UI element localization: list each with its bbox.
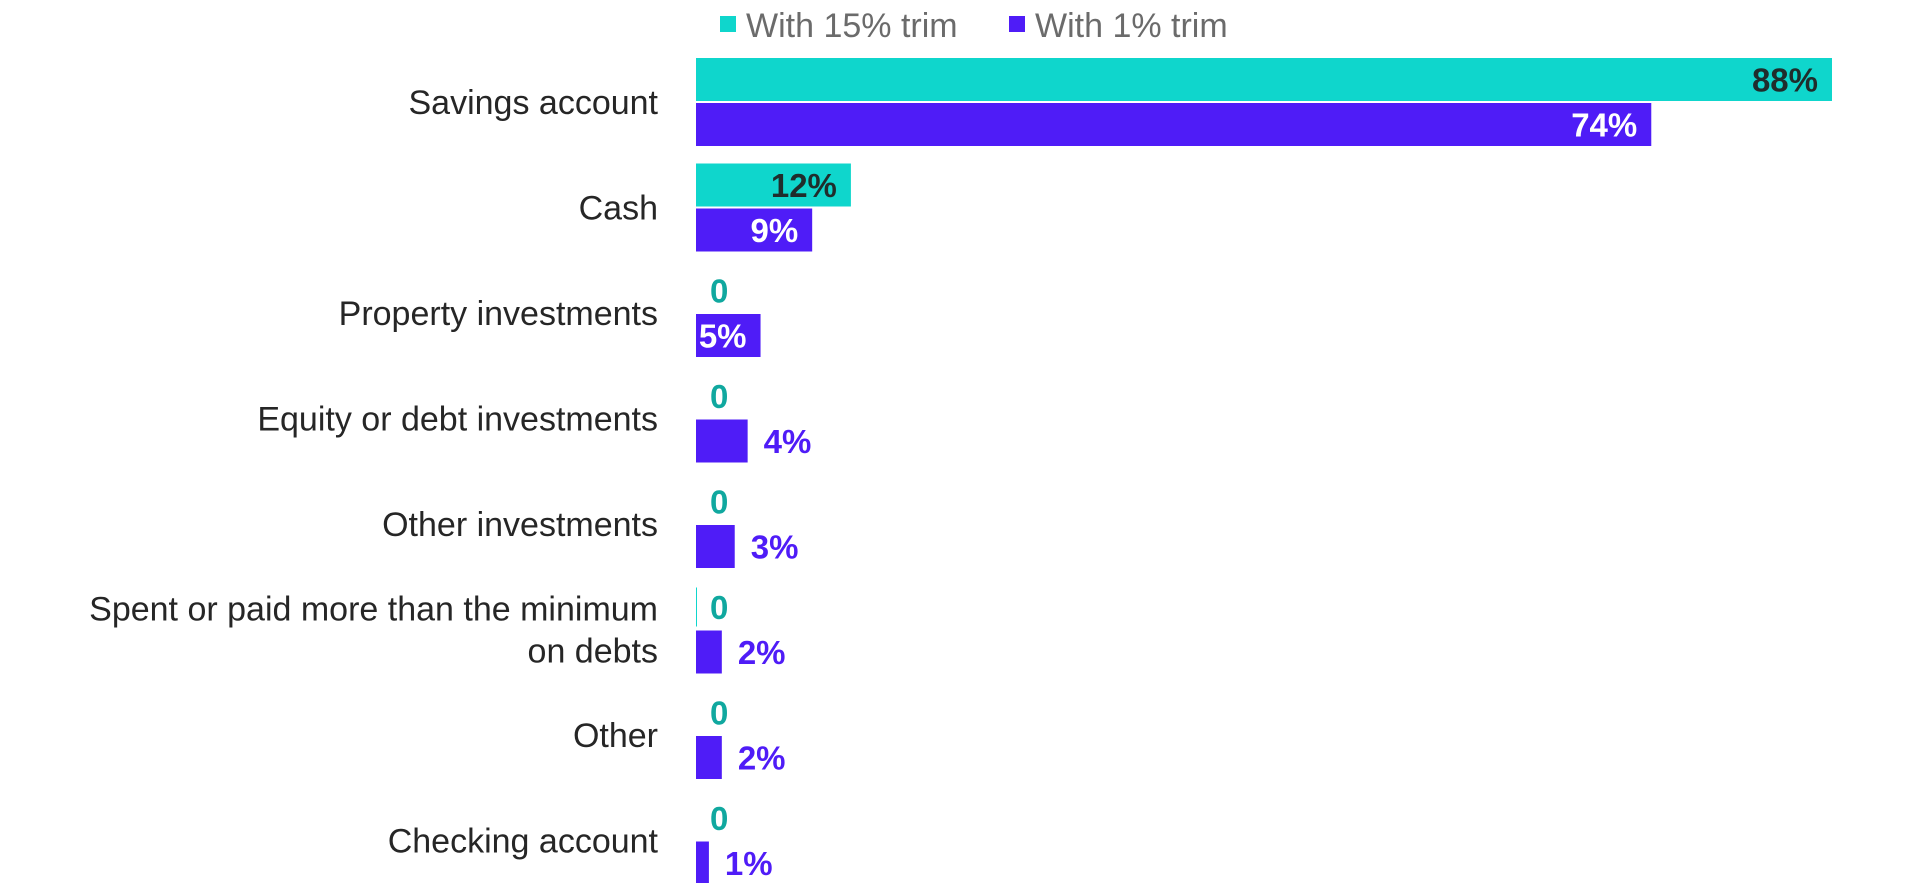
chart-legend: With 15% trim With 1% trim	[720, 7, 1228, 45]
value-label: 2%	[738, 740, 786, 777]
value-label: 0	[710, 484, 728, 521]
value-label: 88%	[1752, 62, 1818, 99]
bar-trim15	[696, 163, 851, 207]
bar-trim1	[696, 314, 761, 357]
value-label: 3%	[751, 529, 799, 566]
value-label: 0	[710, 273, 728, 310]
bar-trim1	[696, 103, 1652, 146]
legend-label-0: With 15% trim	[746, 7, 958, 45]
bars	[696, 58, 1832, 883]
legend-swatch-1	[1009, 16, 1025, 32]
bar-trim1	[696, 630, 722, 674]
legend-swatch-0	[720, 16, 736, 32]
value-label: 5%	[699, 318, 747, 355]
category-label: Spent or paid more than the minimum	[89, 591, 658, 629]
bar-trim15	[696, 58, 1832, 101]
value-label: 0	[710, 378, 728, 415]
value-label: 4%	[764, 423, 812, 460]
value-label: 0	[710, 589, 728, 626]
bar-trim1	[696, 419, 748, 463]
value-labels: 88% 74% 12% 9% 0 5% 0 4% 0 3% 0 2% 0 2% 0 1%	[699, 62, 1818, 883]
category-label: Cash	[579, 190, 658, 228]
value-label: 74%	[1571, 107, 1637, 144]
bar-trim1	[696, 208, 813, 252]
value-label: 0	[710, 800, 728, 837]
bar-trim1	[696, 525, 735, 568]
category-label: Checking account	[388, 823, 659, 861]
category-label: Other investments	[382, 506, 658, 544]
value-label: 2%	[738, 634, 786, 671]
value-label: 12%	[771, 167, 837, 204]
bar-trim1	[696, 841, 709, 883]
value-label: 1%	[725, 845, 773, 882]
legend-label-1: With 1% trim	[1035, 7, 1228, 45]
category-label: on debts	[528, 633, 658, 671]
value-label: 0	[710, 695, 728, 732]
category-labels: Savings account Cash Property investments E…	[89, 84, 658, 861]
category-label: Equity or debt investments	[257, 401, 658, 439]
bar-trim1	[696, 736, 722, 779]
bar-zero-marker	[696, 587, 697, 627]
value-label: 9%	[750, 212, 798, 249]
category-label: Savings account	[409, 84, 659, 122]
category-label: Property investments	[339, 295, 658, 333]
category-label: Other	[573, 717, 658, 755]
